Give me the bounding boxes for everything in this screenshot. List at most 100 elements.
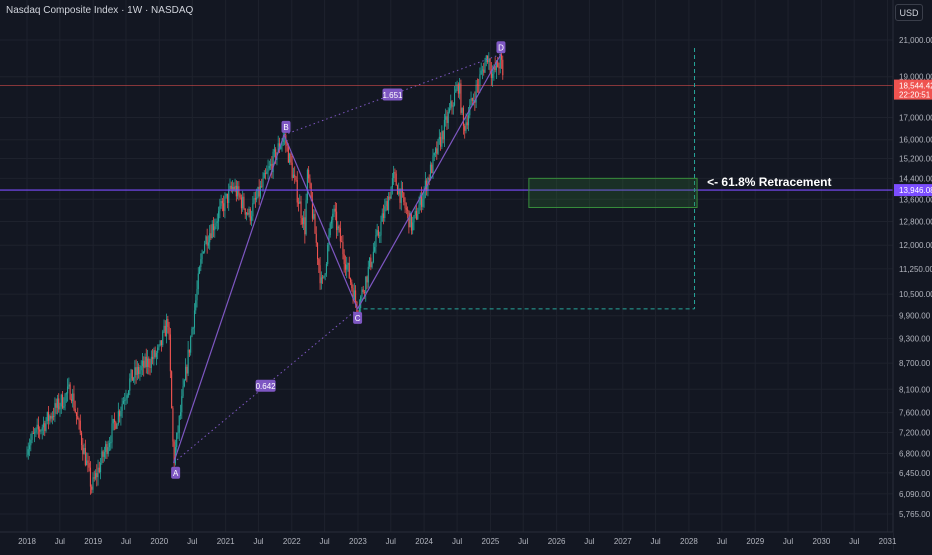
candle-body — [450, 101, 452, 109]
candle-body — [169, 334, 171, 372]
badge-background — [353, 311, 363, 324]
candle-body — [119, 411, 121, 417]
abcd-pattern[interactable] — [173, 53, 502, 464]
candle-body — [381, 213, 383, 222]
candle-body — [308, 169, 310, 179]
candle-body — [112, 419, 114, 424]
candle-body — [211, 224, 213, 239]
candle-body — [102, 451, 104, 457]
candle-body — [59, 406, 61, 410]
candle-body — [192, 327, 194, 329]
candle-body — [374, 246, 376, 252]
candle-body — [65, 393, 67, 395]
candle-body — [423, 190, 425, 199]
candle-body — [291, 162, 293, 178]
currency-button[interactable]: USD — [895, 4, 923, 21]
x-tick-label: 2025 — [482, 537, 500, 546]
badge-background — [171, 466, 181, 479]
candle-body — [268, 165, 270, 169]
last-price-tag — [894, 79, 932, 100]
x-tick-label: Jul — [518, 537, 528, 546]
candle-body — [466, 122, 468, 126]
candle-body — [129, 378, 131, 391]
candle-body — [351, 282, 353, 289]
candle-body — [84, 448, 86, 466]
candle-body — [108, 442, 111, 448]
retracement-annotation: <- 61.8% Retracement — [707, 175, 831, 189]
candle-body — [407, 209, 409, 211]
candle-body — [93, 477, 95, 479]
candle-body — [120, 410, 122, 417]
x-tick-label: Jul — [386, 537, 396, 546]
badge-background — [382, 88, 403, 101]
candle-body — [197, 273, 199, 290]
candle-body — [173, 441, 175, 464]
point-label-c[interactable]: C — [353, 311, 363, 324]
candle-body — [456, 84, 458, 90]
candle-body — [421, 194, 423, 207]
candle-body — [264, 172, 267, 174]
candle-body — [172, 408, 174, 442]
y-tick-label: 13,600.00 — [899, 195, 932, 204]
candle-body — [223, 203, 225, 211]
candle-body — [410, 213, 412, 231]
candle-body — [366, 276, 368, 283]
candle-body — [278, 143, 281, 150]
point-label-b[interactable]: B — [281, 120, 291, 133]
candle-body — [431, 164, 433, 173]
x-tick-label: Jul — [121, 537, 131, 546]
candle-body — [481, 69, 484, 71]
y-tick-label: 15,200.00 — [899, 155, 932, 164]
point-label-a[interactable]: A — [171, 466, 181, 479]
candle-body — [358, 308, 360, 316]
candle-body — [342, 241, 344, 255]
candle-body — [148, 358, 150, 368]
candle-body — [88, 462, 90, 468]
candle-body — [107, 447, 109, 454]
candle-body — [440, 136, 442, 147]
candle-body — [300, 201, 302, 219]
candle-body — [334, 208, 336, 212]
candle-body — [330, 220, 333, 224]
ratio-label-ac[interactable]: 0.642 — [256, 379, 277, 392]
time-axis[interactable]: 2018 Jul 2019 Jul 2020 Jul 2021 Jul 2022 Jul 2023 J… — [0, 531, 897, 550]
candle-body — [281, 141, 283, 146]
candle-body — [116, 423, 118, 429]
x-tick-label: 2029 — [746, 537, 764, 546]
candle-body — [234, 185, 236, 190]
candle-body — [179, 412, 182, 416]
y-tick-label: 8,700.00 — [899, 359, 931, 368]
candle-body — [207, 242, 209, 246]
candle-body — [395, 173, 397, 186]
candle-body — [306, 169, 308, 201]
candle-body — [86, 460, 88, 466]
retracement-zone[interactable] — [528, 177, 698, 208]
point-label-d[interactable]: D — [496, 41, 506, 54]
y-tick-label: 6,800.00 — [899, 449, 931, 458]
candle-body — [405, 208, 407, 210]
x-tick-label: 2031 — [879, 537, 897, 546]
x-tick-label: 2023 — [349, 537, 367, 546]
candle-body — [183, 380, 185, 387]
candle-body — [229, 185, 231, 190]
candle-body — [186, 366, 188, 374]
candle-body — [49, 415, 51, 421]
candle-body — [235, 185, 237, 197]
candle-body — [182, 386, 184, 397]
hline-price-value: 13,946.08 — [899, 186, 932, 195]
ratio-label-bd[interactable]: 1.651 — [382, 88, 403, 101]
candle-body — [303, 217, 305, 225]
candle-body — [272, 151, 274, 173]
candle-body — [497, 61, 499, 68]
candle-body — [367, 266, 369, 283]
candle-body — [221, 201, 223, 204]
candle-body — [178, 415, 180, 433]
candle-body — [375, 235, 377, 247]
candle-body — [346, 264, 348, 270]
candle-body — [380, 221, 382, 236]
x-tick-label: Jul — [584, 537, 594, 546]
candle-body — [193, 310, 196, 328]
candle-body — [422, 198, 424, 207]
